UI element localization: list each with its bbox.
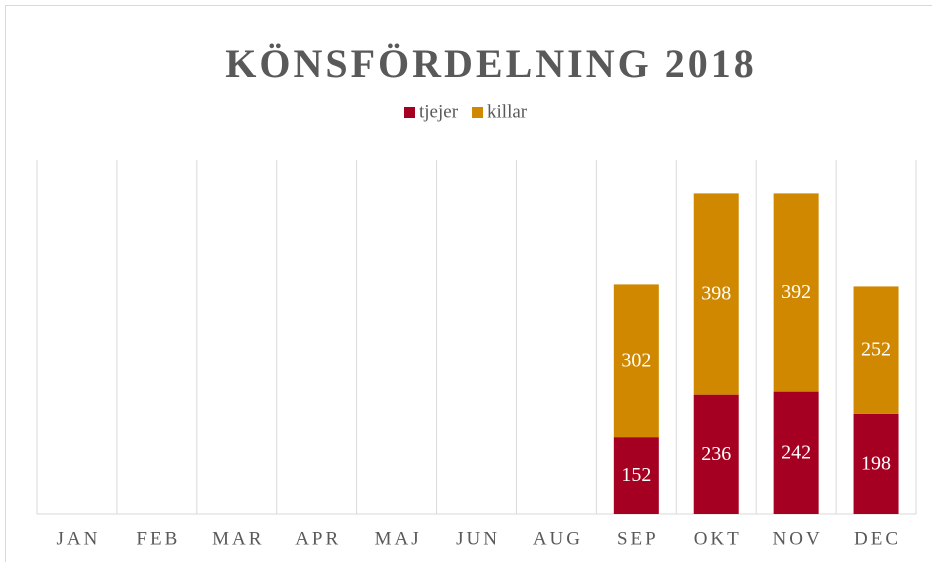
x-tick-label: MAR (212, 528, 264, 549)
data-label: 302 (621, 349, 651, 371)
chart-title: KÖNSFÖRDELNING 2018 (225, 41, 757, 86)
x-tick-label: JAN (57, 528, 101, 549)
x-tick-label: OKT (694, 528, 742, 549)
legend-swatch (472, 107, 484, 118)
legend-label: killar (487, 101, 528, 122)
data-label: 252 (861, 339, 891, 361)
bar-segment (773, 391, 819, 514)
bar-segment (853, 413, 899, 514)
x-tick-label: MAJ (375, 528, 422, 549)
x-tick-label: JUN (456, 528, 500, 549)
bar-segment (613, 284, 659, 438)
bar-segment (773, 193, 819, 392)
bar-segment (853, 286, 899, 414)
legend-swatch (404, 107, 415, 118)
data-label: 152 (621, 464, 651, 486)
x-tick-label: FEB (136, 528, 180, 549)
legend-label: tjejer (419, 101, 459, 122)
data-label: 242 (781, 441, 811, 463)
bar-segment (613, 437, 659, 514)
x-tick-label: APR (295, 528, 341, 549)
x-tick-label: SEP (617, 528, 659, 549)
x-tick-label: NOV (773, 528, 823, 549)
x-tick-label: DEC (854, 528, 901, 549)
bar-segment (693, 394, 739, 514)
data-label: 236 (701, 443, 731, 465)
bar-segment (693, 193, 739, 395)
data-label: 398 (701, 283, 731, 305)
x-tick-label: AUG (533, 528, 583, 549)
data-label: 198 (861, 453, 891, 475)
data-label: 392 (781, 281, 811, 303)
